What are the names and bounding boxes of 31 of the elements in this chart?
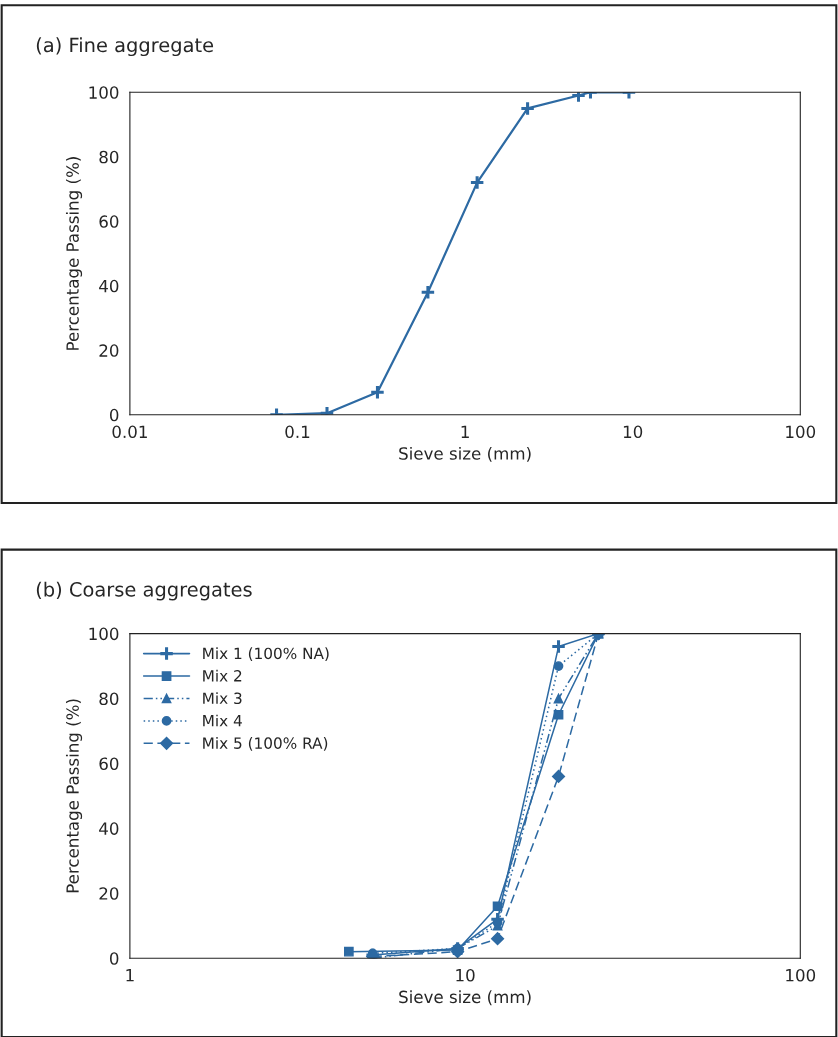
legend-label: Mix 4	[203, 714, 242, 727]
y-tick-label: 20	[99, 887, 119, 900]
x-tick-label: 10	[623, 425, 643, 439]
chart-title: (a) Fine aggregate	[36, 37, 214, 57]
y-tick-label: 20	[99, 344, 119, 357]
x-axis-title: Sieve size (mm)	[399, 990, 531, 1006]
y-tick-label: 0	[109, 408, 119, 422]
y-tick-label: 40	[99, 279, 119, 293]
legend-label: Mix 5 (100% RA)	[203, 737, 328, 751]
x-tick-label: 1	[461, 425, 469, 438]
x-tick-label: 100	[786, 968, 816, 982]
x-tick-label: 0.1	[285, 425, 310, 439]
legend-label: Mix 1 (100% NA)	[203, 647, 329, 661]
chart-title: (b) Coarse aggregates	[36, 581, 252, 601]
y-tick-label: 0	[109, 952, 119, 965]
x-tick-label: 1	[126, 969, 134, 982]
x-tick-label: 100	[786, 425, 816, 439]
y-axis-title: Percentage Passing (%)	[65, 157, 83, 350]
y-tick-label: 60	[99, 215, 119, 228]
y-tick-label: 100	[89, 86, 119, 99]
x-tick-label: 0.01	[112, 425, 147, 439]
x-tick-label: 10	[456, 968, 475, 982]
y-tick-label: 80	[99, 150, 119, 164]
legend-label: Mix 3	[203, 692, 242, 705]
y-tick-label: 80	[99, 692, 119, 706]
x-axis-title: Sieve size (mm)	[399, 446, 531, 462]
y-tick-label: 40	[99, 822, 119, 835]
y-tick-label: 100	[89, 627, 119, 641]
y-axis-title: Percentage Passing (%)	[65, 699, 83, 893]
y-tick-label: 60	[99, 757, 119, 771]
legend-label: Mix 2	[203, 669, 242, 682]
